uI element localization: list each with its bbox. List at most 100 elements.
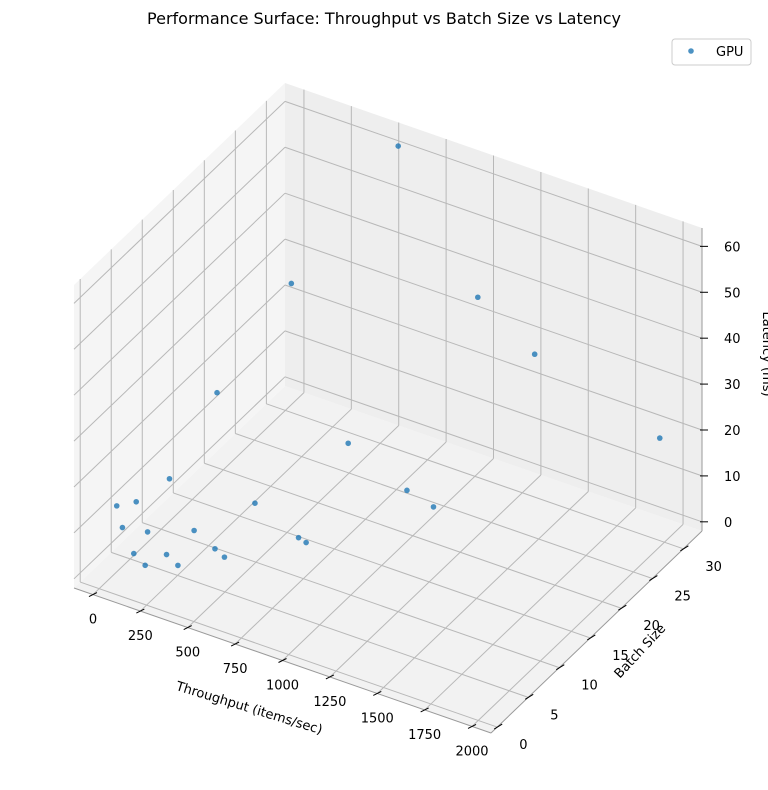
x-gridline-floor (376, 491, 589, 694)
left-wall-pane (74, 83, 285, 588)
x-tick-mark (136, 608, 145, 614)
y-tick-label: 10 (581, 679, 598, 694)
z-gridline-wall (73, 146, 286, 350)
x-tick-label: 500 (175, 646, 200, 661)
z-gridline-back (284, 192, 703, 339)
y-tick-label: 25 (674, 590, 691, 605)
x-axis-label: Throughput (items/sec) (173, 679, 324, 738)
data-point (191, 527, 197, 534)
y-tick-mark (649, 575, 658, 581)
z-gridline-back (284, 238, 703, 385)
x-tick-label: 250 (128, 629, 153, 644)
data-point (221, 554, 228, 560)
z-tick-label: 30 (724, 378, 741, 393)
data-point (214, 389, 220, 396)
y-tick-mark (618, 604, 627, 611)
data-point (175, 562, 181, 569)
x-gridline-floor (282, 458, 494, 661)
y-tick-mark (680, 545, 689, 552)
z-tick-label: 10 (724, 470, 741, 485)
y-gridline-floor (142, 522, 560, 669)
gridlines (73, 89, 703, 728)
legend-label: GPU (716, 45, 743, 60)
x-tick-mark (278, 658, 287, 663)
x-tick-mark (88, 592, 98, 598)
x-gridline-floor (234, 441, 447, 645)
z-gridline-back (284, 146, 703, 293)
data-point (475, 294, 481, 301)
z-gridline-wall (73, 376, 286, 580)
z-gridline-wall (73, 101, 286, 304)
z-tick-label: 0 (724, 516, 732, 531)
data-point (142, 562, 148, 569)
y-gridline-floor (111, 551, 529, 698)
data-point (130, 550, 137, 557)
z-tick-label: 60 (724, 240, 741, 255)
x-tick-label: 1500 (361, 711, 394, 726)
z-gridline-wall (73, 238, 286, 442)
x-tick-label: 1750 (408, 728, 441, 743)
data-point (303, 539, 309, 546)
y-gridline-floor (80, 581, 498, 728)
z-tick-label: 50 (724, 286, 741, 301)
z-gridline-back (284, 284, 703, 431)
data-point (252, 500, 258, 506)
data-point (166, 475, 173, 482)
z-gridline-back (284, 100, 703, 247)
x-tick-label: 750 (223, 662, 248, 677)
y-tick-mark (493, 723, 503, 730)
y-tick-label: 20 (643, 619, 660, 634)
z-gridline-wall (73, 330, 286, 534)
data-point (404, 487, 410, 494)
scatter-points (113, 143, 663, 569)
legend-frame (671, 38, 752, 66)
legend-marker (688, 48, 694, 54)
x-gridline-floor (92, 392, 305, 595)
y-tick-label: 15 (612, 649, 629, 664)
x-tick-mark (420, 707, 429, 713)
y-tick-label: 5 (550, 708, 558, 723)
x-tick-mark (467, 723, 477, 729)
x-tick-label: 2000 (455, 744, 488, 759)
y-tick-mark (587, 634, 596, 641)
x-tick-mark (230, 641, 240, 647)
data-point (288, 280, 295, 287)
x-tick-mark (373, 691, 382, 696)
x-tick-mark (183, 625, 192, 630)
x-tick-mark (325, 674, 335, 680)
z-gridline-wall (73, 284, 286, 488)
x-tick-label: 1000 (266, 679, 299, 694)
chart-title: Performance Surface: Throughput vs Batch… (147, 9, 621, 28)
z-axis-label: Latency (ms) (759, 311, 768, 396)
data-point (133, 498, 140, 505)
z-gridline-back (284, 330, 703, 477)
z-gridline-wall (73, 192, 286, 396)
data-point (295, 534, 302, 541)
z-gridline-back (284, 376, 703, 523)
x-gridline-floor (329, 474, 542, 678)
data-point (113, 503, 120, 509)
z-tick-label: 40 (724, 332, 741, 347)
data-point (212, 545, 218, 552)
data-point (656, 435, 663, 441)
data-point (531, 351, 538, 358)
y-tick-label: 0 (519, 738, 527, 753)
x-tick-label: 1250 (313, 695, 346, 710)
y-tick-mark (555, 664, 565, 671)
y-gridline-floor (235, 433, 653, 580)
y-tick-label: 30 (705, 560, 722, 575)
x-tick-label: 0 (89, 613, 97, 628)
y-gridline-floor (204, 462, 622, 609)
data-point (119, 524, 126, 531)
y-tick-mark (524, 693, 534, 700)
data-point (345, 440, 351, 447)
data-point (430, 504, 437, 510)
data-point (395, 143, 402, 149)
legend: GPU (671, 38, 752, 66)
axis-panes (74, 83, 702, 733)
z-tick-label: 20 (724, 424, 741, 439)
y-gridline-floor (173, 492, 591, 639)
x-gridline-floor (424, 507, 637, 711)
